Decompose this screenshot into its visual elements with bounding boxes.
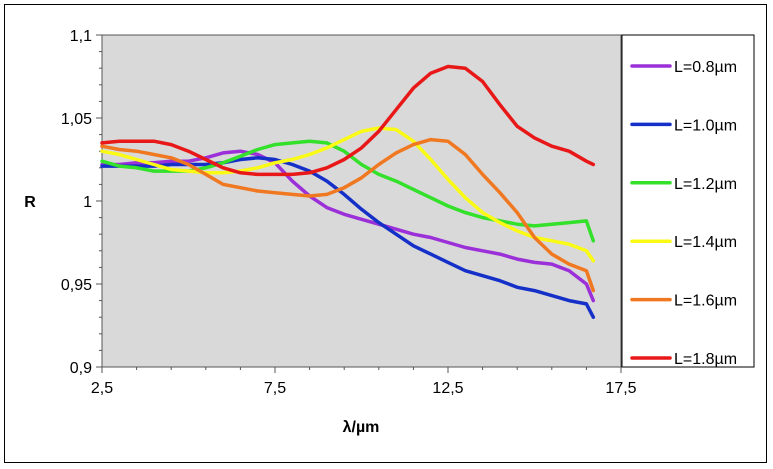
legend-label: L=1.4µm: [674, 234, 737, 251]
legend-label: L=0.8µm: [674, 59, 737, 76]
legend-label: L=1.2µm: [674, 176, 737, 193]
series-line: [100, 126, 596, 263]
series-line: [100, 149, 596, 303]
chart-frame: 0,9 0,95 1 1,05 1,1 2,5 7,5 12,5 17,5 λ/µm R L=…: [4, 4, 767, 463]
x-tick-label: 2,5: [91, 380, 113, 397]
y-axis: 0,9 0,95 1 1,05 1,1: [61, 28, 102, 377]
y-tick-label: 0,9: [70, 360, 92, 377]
series-line: [100, 137, 596, 293]
y-axis-title: R: [24, 194, 36, 211]
x-axis: 2,5 7,5 12,5 17,5: [91, 367, 637, 397]
legend-box: [621, 34, 755, 368]
plot-area: [101, 34, 622, 368]
y-tick-label: 1,1: [70, 28, 92, 45]
legend-label: L=1.6µm: [674, 293, 737, 310]
x-tick-label: 7,5: [264, 380, 286, 397]
x-tick-label: 17,5: [605, 380, 636, 397]
series-lines: [100, 64, 596, 319]
x-tick-label: 12,5: [432, 380, 463, 397]
y-tick-label: 0,95: [61, 277, 92, 294]
x-axis-title: λ/µm: [343, 419, 380, 436]
y-tick-label: 1: [83, 194, 92, 211]
series-line: [100, 64, 596, 177]
y-tick-label: 1,05: [61, 111, 92, 128]
legend-label: L=1.8µm: [674, 351, 737, 368]
line-chart: 0,9 0,95 1 1,05 1,1 2,5 7,5 12,5 17,5 λ/µm R L=…: [24, 28, 755, 436]
legend-label: L=1.0µm: [674, 117, 737, 134]
legend: L=0.8µm L=1.0µm L=1.2µm L=1.4µm L=1.6µm L=1.8…: [630, 59, 737, 368]
